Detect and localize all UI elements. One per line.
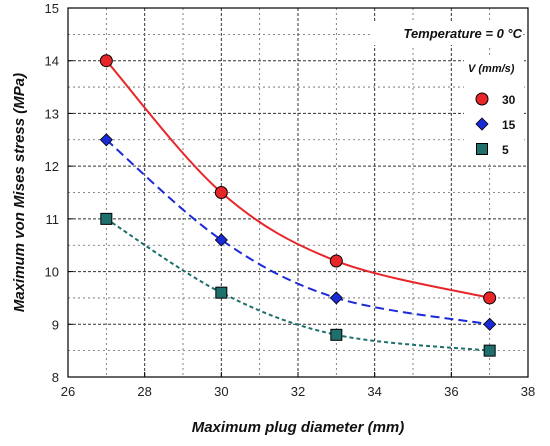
data-point-15 bbox=[483, 317, 497, 331]
x-tick-label: 36 bbox=[444, 384, 458, 399]
x-axis-title: Maximum plug diameter (mm) bbox=[192, 419, 405, 436]
y-tick-label: 14 bbox=[45, 54, 59, 69]
legend-marker-15 bbox=[475, 117, 489, 131]
x-tick-label: 32 bbox=[291, 384, 305, 399]
series-lines bbox=[105, 60, 490, 352]
legend-marker-30 bbox=[475, 92, 489, 106]
data-point-15 bbox=[99, 133, 113, 147]
legend-title: V (mm/s) bbox=[468, 63, 515, 75]
data-point-30 bbox=[483, 291, 497, 305]
tick-labels: 26 28 30 32 34 36 38 8 9 10 11 12 13 14 15 bbox=[45, 1, 536, 399]
data-markers bbox=[99, 54, 497, 357]
temperature-annotation: Temperature = 0 °C bbox=[403, 26, 522, 41]
x-tick-label: 34 bbox=[367, 384, 381, 399]
data-point-5 bbox=[330, 328, 343, 341]
data-point-30 bbox=[329, 254, 343, 268]
y-tick-label: 15 bbox=[45, 1, 59, 16]
x-tick-label: 38 bbox=[521, 384, 535, 399]
series-line-15 bbox=[105, 139, 490, 326]
y-tick-label: 8 bbox=[52, 370, 59, 385]
data-point-5 bbox=[483, 344, 496, 357]
series-line-5 bbox=[105, 218, 490, 352]
legend-label-5: 5 bbox=[502, 143, 509, 157]
data-point-15 bbox=[329, 291, 343, 305]
data-point-5 bbox=[100, 212, 113, 225]
legend-label-30: 30 bbox=[502, 93, 516, 107]
legend-items: 30 15 5 bbox=[475, 92, 516, 157]
data-point-30 bbox=[214, 186, 228, 199]
x-tick-label: 26 bbox=[61, 384, 75, 399]
y-tick-label: 10 bbox=[45, 265, 59, 280]
y-tick-label: 9 bbox=[52, 317, 59, 332]
data-point-5 bbox=[215, 286, 228, 299]
y-axis-title: Maximum von Mises stress (MPa) bbox=[11, 73, 28, 312]
x-tick-label: 28 bbox=[137, 384, 151, 399]
data-point-30 bbox=[99, 54, 113, 68]
annotation-background bbox=[373, 23, 522, 45]
data-point-15 bbox=[214, 233, 228, 247]
legend-marker-5 bbox=[476, 143, 488, 155]
x-tick-label: 30 bbox=[214, 384, 228, 399]
y-tick-label: 12 bbox=[45, 159, 59, 174]
legend-background bbox=[464, 58, 524, 164]
y-tick-label: 11 bbox=[46, 212, 60, 227]
legend-label-15: 15 bbox=[502, 118, 516, 132]
series-line-30 bbox=[105, 60, 490, 299]
grid bbox=[68, 8, 528, 377]
legend: V (mm/s) 30 15 5 bbox=[464, 58, 524, 164]
y-tick-label: 13 bbox=[45, 106, 59, 121]
